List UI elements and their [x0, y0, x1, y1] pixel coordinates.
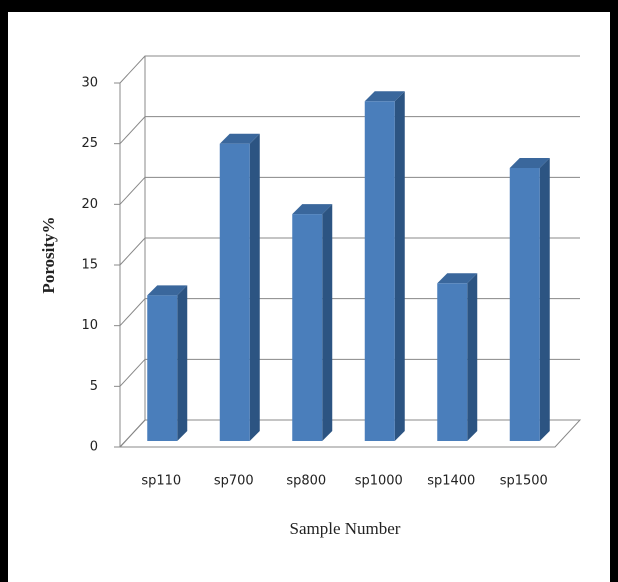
- grid-line: [119, 419, 580, 448]
- x-tick-label: sp700: [214, 474, 254, 489]
- bar: [364, 101, 395, 442]
- bar-top: [509, 158, 550, 168]
- plot: 0 5 10 15 20 25 30 sp110 sp700 sp800 sp1000 sp1400 s…: [81, 55, 582, 489]
- y-tick-label: 10: [81, 318, 98, 333]
- bar: [219, 143, 250, 441]
- y-tick-label: 20: [81, 197, 98, 212]
- grid-line: [119, 55, 580, 84]
- grid-line: [119, 298, 580, 327]
- y-tick-label: 15: [81, 258, 98, 273]
- y-tick-label: 30: [81, 76, 98, 91]
- x-tick-label: sp1000: [355, 474, 403, 489]
- bar-side: [177, 285, 188, 441]
- bar-side: [322, 204, 333, 441]
- bar-side: [394, 91, 405, 442]
- grid-line: [119, 176, 580, 205]
- x-axis-title: Sample Number: [290, 519, 401, 538]
- grid-line: [119, 358, 580, 387]
- grid-line: [119, 116, 580, 145]
- x-tick-label: sp1400: [427, 474, 475, 489]
- x-tick-label: sp110: [141, 474, 181, 489]
- bar-top: [147, 285, 188, 296]
- bar: [437, 283, 468, 441]
- bar: [509, 168, 540, 441]
- bar-top: [292, 204, 333, 215]
- bar: [147, 295, 178, 441]
- bar-top: [437, 273, 478, 284]
- y-tick-label: 5: [90, 379, 98, 394]
- y-tick-label: 0: [90, 440, 98, 455]
- grid-line: [119, 237, 580, 266]
- x-tick-label: sp1500: [500, 474, 548, 489]
- y-axis-title: Porosity%: [39, 216, 58, 293]
- bar-side: [539, 158, 550, 441]
- y-tick-label: 25: [81, 136, 98, 151]
- bar: [292, 214, 323, 441]
- x-tick-label: sp800: [286, 474, 326, 489]
- bar-side: [249, 133, 260, 441]
- bar-side: [467, 273, 478, 441]
- bar-top: [364, 91, 405, 102]
- bar-top: [219, 133, 260, 144]
